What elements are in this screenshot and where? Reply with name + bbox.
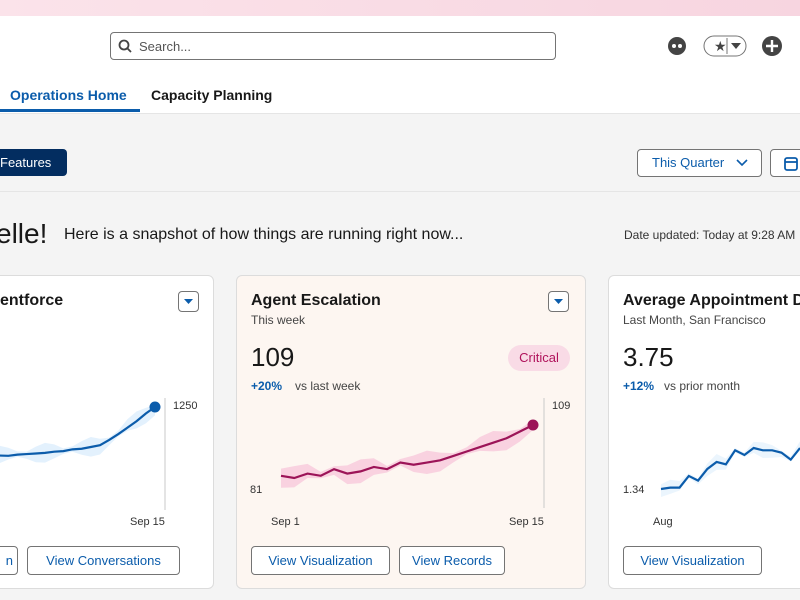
header-icons: ★ — [668, 35, 782, 57]
card-button[interactable]: n — [0, 546, 18, 575]
change-label: vs prior month — [664, 379, 741, 393]
x-tick-label: Aug — [653, 516, 673, 528]
card-button[interactable]: View Conversations — [27, 546, 180, 575]
divider — [0, 191, 800, 192]
period-button[interactable]: This Quarter — [637, 149, 762, 177]
change: +12% — [623, 379, 655, 393]
y-tick-label: 1250 — [173, 400, 198, 412]
tab[interactable]: Capacity Planning — [151, 87, 273, 103]
status-badge: Critical — [508, 345, 570, 371]
card-button[interactable]: View Records — [399, 546, 505, 575]
card-value: 109 — [251, 342, 295, 372]
tab-underline — [0, 109, 140, 112]
y-tick-label: 1.34 — [623, 484, 645, 496]
top-strip — [0, 0, 800, 16]
x-tick-label: Sep 15 — [509, 516, 544, 528]
y-tick-label: 81 — [250, 484, 263, 496]
card-menu[interactable] — [548, 291, 569, 312]
tab[interactable]: Operations Home — [10, 87, 127, 103]
card-subtitle: Last Month, San Francisco — [623, 313, 766, 327]
card-subtitle: This week — [251, 313, 306, 327]
search-box[interactable]: Search... — [110, 32, 556, 60]
x-tick-label: Sep 1 — [271, 516, 300, 528]
chevron — [736, 159, 748, 167]
layout-icon — [784, 157, 798, 171]
change: +20% — [251, 379, 283, 393]
y-tick-label: 109 — [552, 400, 571, 412]
change-label: vs last week — [295, 379, 361, 393]
greeting-name: elle! — [0, 218, 48, 249]
card-title: Average Appointment Du — [623, 292, 800, 309]
search-icon — [118, 39, 132, 53]
date-updated: Date updated: Today at 9:28 AM — [624, 228, 796, 242]
card-button[interactable]: View Visualization — [251, 546, 390, 575]
favorites-button[interactable] — [703, 35, 747, 57]
card-value: 3.75 — [623, 342, 674, 372]
card — [608, 275, 800, 589]
features-button[interactable]: Features — [0, 149, 67, 176]
tab-bar: Operations Home Capacity Planning — [0, 70, 800, 114]
card-menu[interactable] — [178, 291, 199, 312]
card-button[interactable]: View Visualization — [623, 546, 762, 575]
greeting-message: Here is a snapshot of how things are run… — [64, 226, 464, 243]
x-tick-label: Sep 15 — [130, 516, 165, 528]
card-title: entforce — [0, 292, 64, 309]
period-label: This Quarter — [652, 155, 725, 170]
search-placeholder: Search... — [139, 39, 192, 54]
card — [0, 275, 214, 589]
layout-button[interactable] — [770, 149, 800, 177]
assistant-icon[interactable] — [668, 37, 686, 55]
svg-text:★: ★ — [714, 38, 727, 54]
card-title: Agent Escalation — [251, 292, 381, 309]
